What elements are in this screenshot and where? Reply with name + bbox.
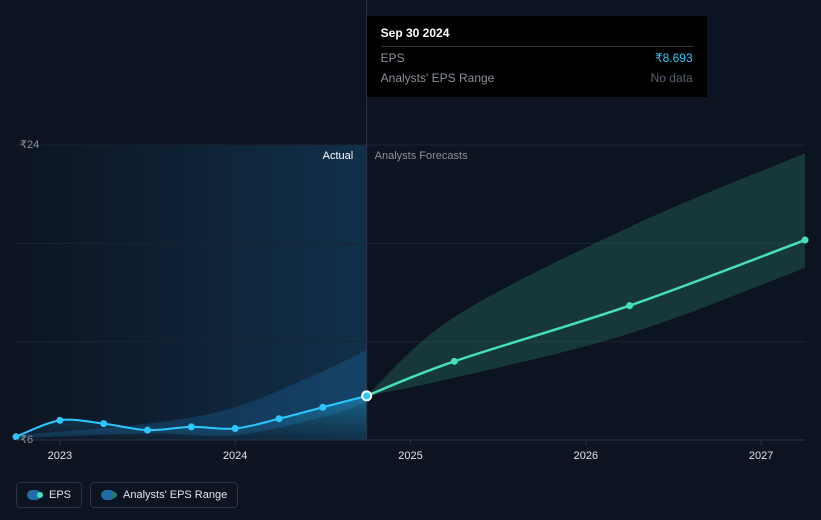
x-axis-label: 2024: [223, 450, 247, 462]
tooltip-row: EPS ₹8.693: [381, 47, 693, 67]
tooltip-date: Sep 30 2024: [381, 26, 693, 47]
y-axis-label: ₹24: [20, 138, 39, 151]
x-axis-label: 2023: [48, 450, 72, 462]
tooltip-row-label: EPS: [381, 51, 405, 65]
tooltip-row-label: Analysts' EPS Range: [381, 71, 495, 85]
legend-label: EPS: [49, 489, 71, 501]
tooltip-row-value: No data: [651, 71, 693, 85]
x-axis-label: 2027: [749, 450, 773, 462]
legend-label: Analysts' EPS Range: [123, 489, 227, 501]
tooltip-row-value: ₹8.693: [655, 51, 693, 65]
tooltip-row: Analysts' EPS Range No data: [381, 67, 693, 87]
chart-tooltip: Sep 30 2024 EPS ₹8.693 Analysts' EPS Range…: [367, 16, 707, 97]
legend-item[interactable]: Analysts' EPS Range: [90, 482, 238, 508]
x-axis-label: 2026: [574, 450, 598, 462]
chart-legend: EPS Analysts' EPS Range: [16, 482, 238, 508]
legend-swatch-icon: [27, 490, 41, 500]
section-label-actual: Actual: [323, 150, 354, 162]
section-label-forecast: Analysts Forecasts: [375, 150, 468, 162]
y-axis-label: ₹6: [20, 433, 33, 446]
legend-swatch-icon: [101, 490, 115, 500]
legend-item[interactable]: EPS: [16, 482, 82, 508]
x-axis-label: 2025: [398, 450, 422, 462]
